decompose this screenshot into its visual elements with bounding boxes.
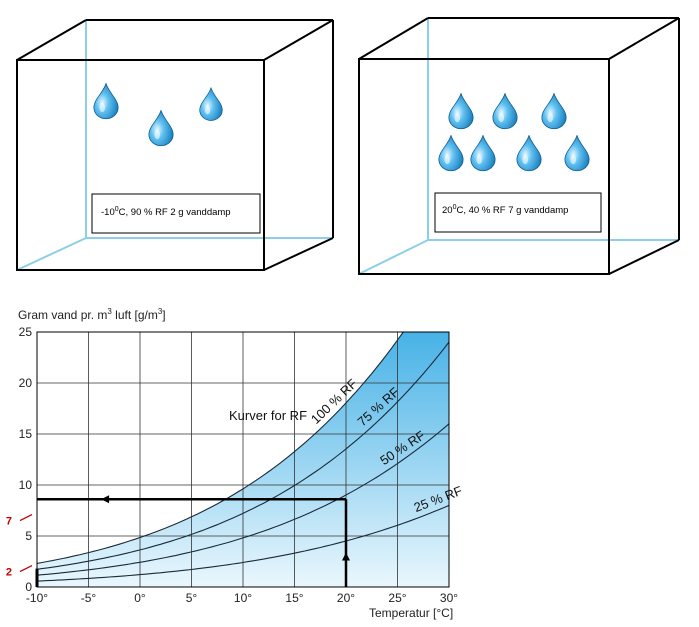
y-tick-label: 15	[19, 427, 33, 441]
box-right-label: 200C, 40 % RF 7 g vanddamp	[442, 204, 568, 216]
y-tick-label: 0	[25, 580, 32, 594]
x-tick-label: -10°	[26, 591, 48, 605]
water-drop-icon	[564, 134, 590, 172]
x-tick-label: 25°	[388, 591, 406, 605]
rf-curve-3	[37, 423, 449, 576]
chart-xlabel: Temperatur [°C]	[369, 606, 453, 620]
marker-label: 7	[6, 516, 12, 528]
box-left-label: -100C, 90 % RF 2 g vanddamp	[101, 206, 231, 218]
y-tick-label: 25	[19, 325, 33, 339]
reading-path	[35, 495, 350, 587]
water-drop-icon	[492, 92, 518, 130]
plot-frame	[36, 331, 450, 588]
box-right: 200C, 40 % RF 7 g vanddamp	[358, 17, 680, 275]
water-drop-icon	[148, 109, 174, 147]
x-tick-label: -5°	[81, 591, 97, 605]
chart-ylabel: Gram vand pr. m3 luft [g/m3]	[18, 307, 166, 322]
water-drop-icon	[199, 87, 223, 121]
x-tick-label: 5°	[186, 591, 198, 605]
box-left: -100C, 90 % RF 2 g vanddamp	[16, 19, 334, 271]
value-markers: 72	[6, 514, 33, 579]
water-drop-icon	[516, 134, 542, 172]
arrow-up-icon	[342, 552, 350, 561]
axis-ticks: -10° -5° 0° 5° 10° 15° 20° 25° 30° 0 5 10 15 20 25	[19, 325, 459, 605]
water-drop-icon	[93, 82, 119, 120]
marker-tick	[19, 514, 33, 522]
x-tick-label: 15°	[285, 591, 303, 605]
y-tick-label: 5	[25, 529, 32, 543]
water-drop-icon	[448, 92, 474, 130]
humidity-chart: Gram vand pr. m3 luft [g/m3] -10° -5° 0° 5°…	[6, 307, 464, 620]
curves-annotation: Kurver for RF	[229, 408, 307, 423]
marker-tick	[19, 565, 33, 573]
box-left-label-frame	[91, 193, 261, 234]
x-tick-label: 20°	[337, 591, 355, 605]
box-right-label-frame	[434, 192, 602, 233]
rf-curves	[37, 332, 449, 582]
marker-label: 2	[6, 567, 12, 579]
water-drop-icon	[470, 134, 496, 172]
y-tick-label: 10	[19, 478, 33, 492]
arrow-left-icon	[101, 495, 110, 504]
x-tick-label: 10°	[234, 591, 252, 605]
rf-curve-2	[37, 341, 449, 570]
water-drop-icon	[541, 92, 567, 130]
y-tick-label: 20	[19, 376, 33, 390]
rf-curve-4	[37, 504, 449, 582]
rf-curve-1	[37, 332, 404, 564]
x-tick-label: 0°	[134, 591, 146, 605]
x-tick-label: 30°	[440, 591, 458, 605]
water-drop-icon	[438, 134, 464, 172]
